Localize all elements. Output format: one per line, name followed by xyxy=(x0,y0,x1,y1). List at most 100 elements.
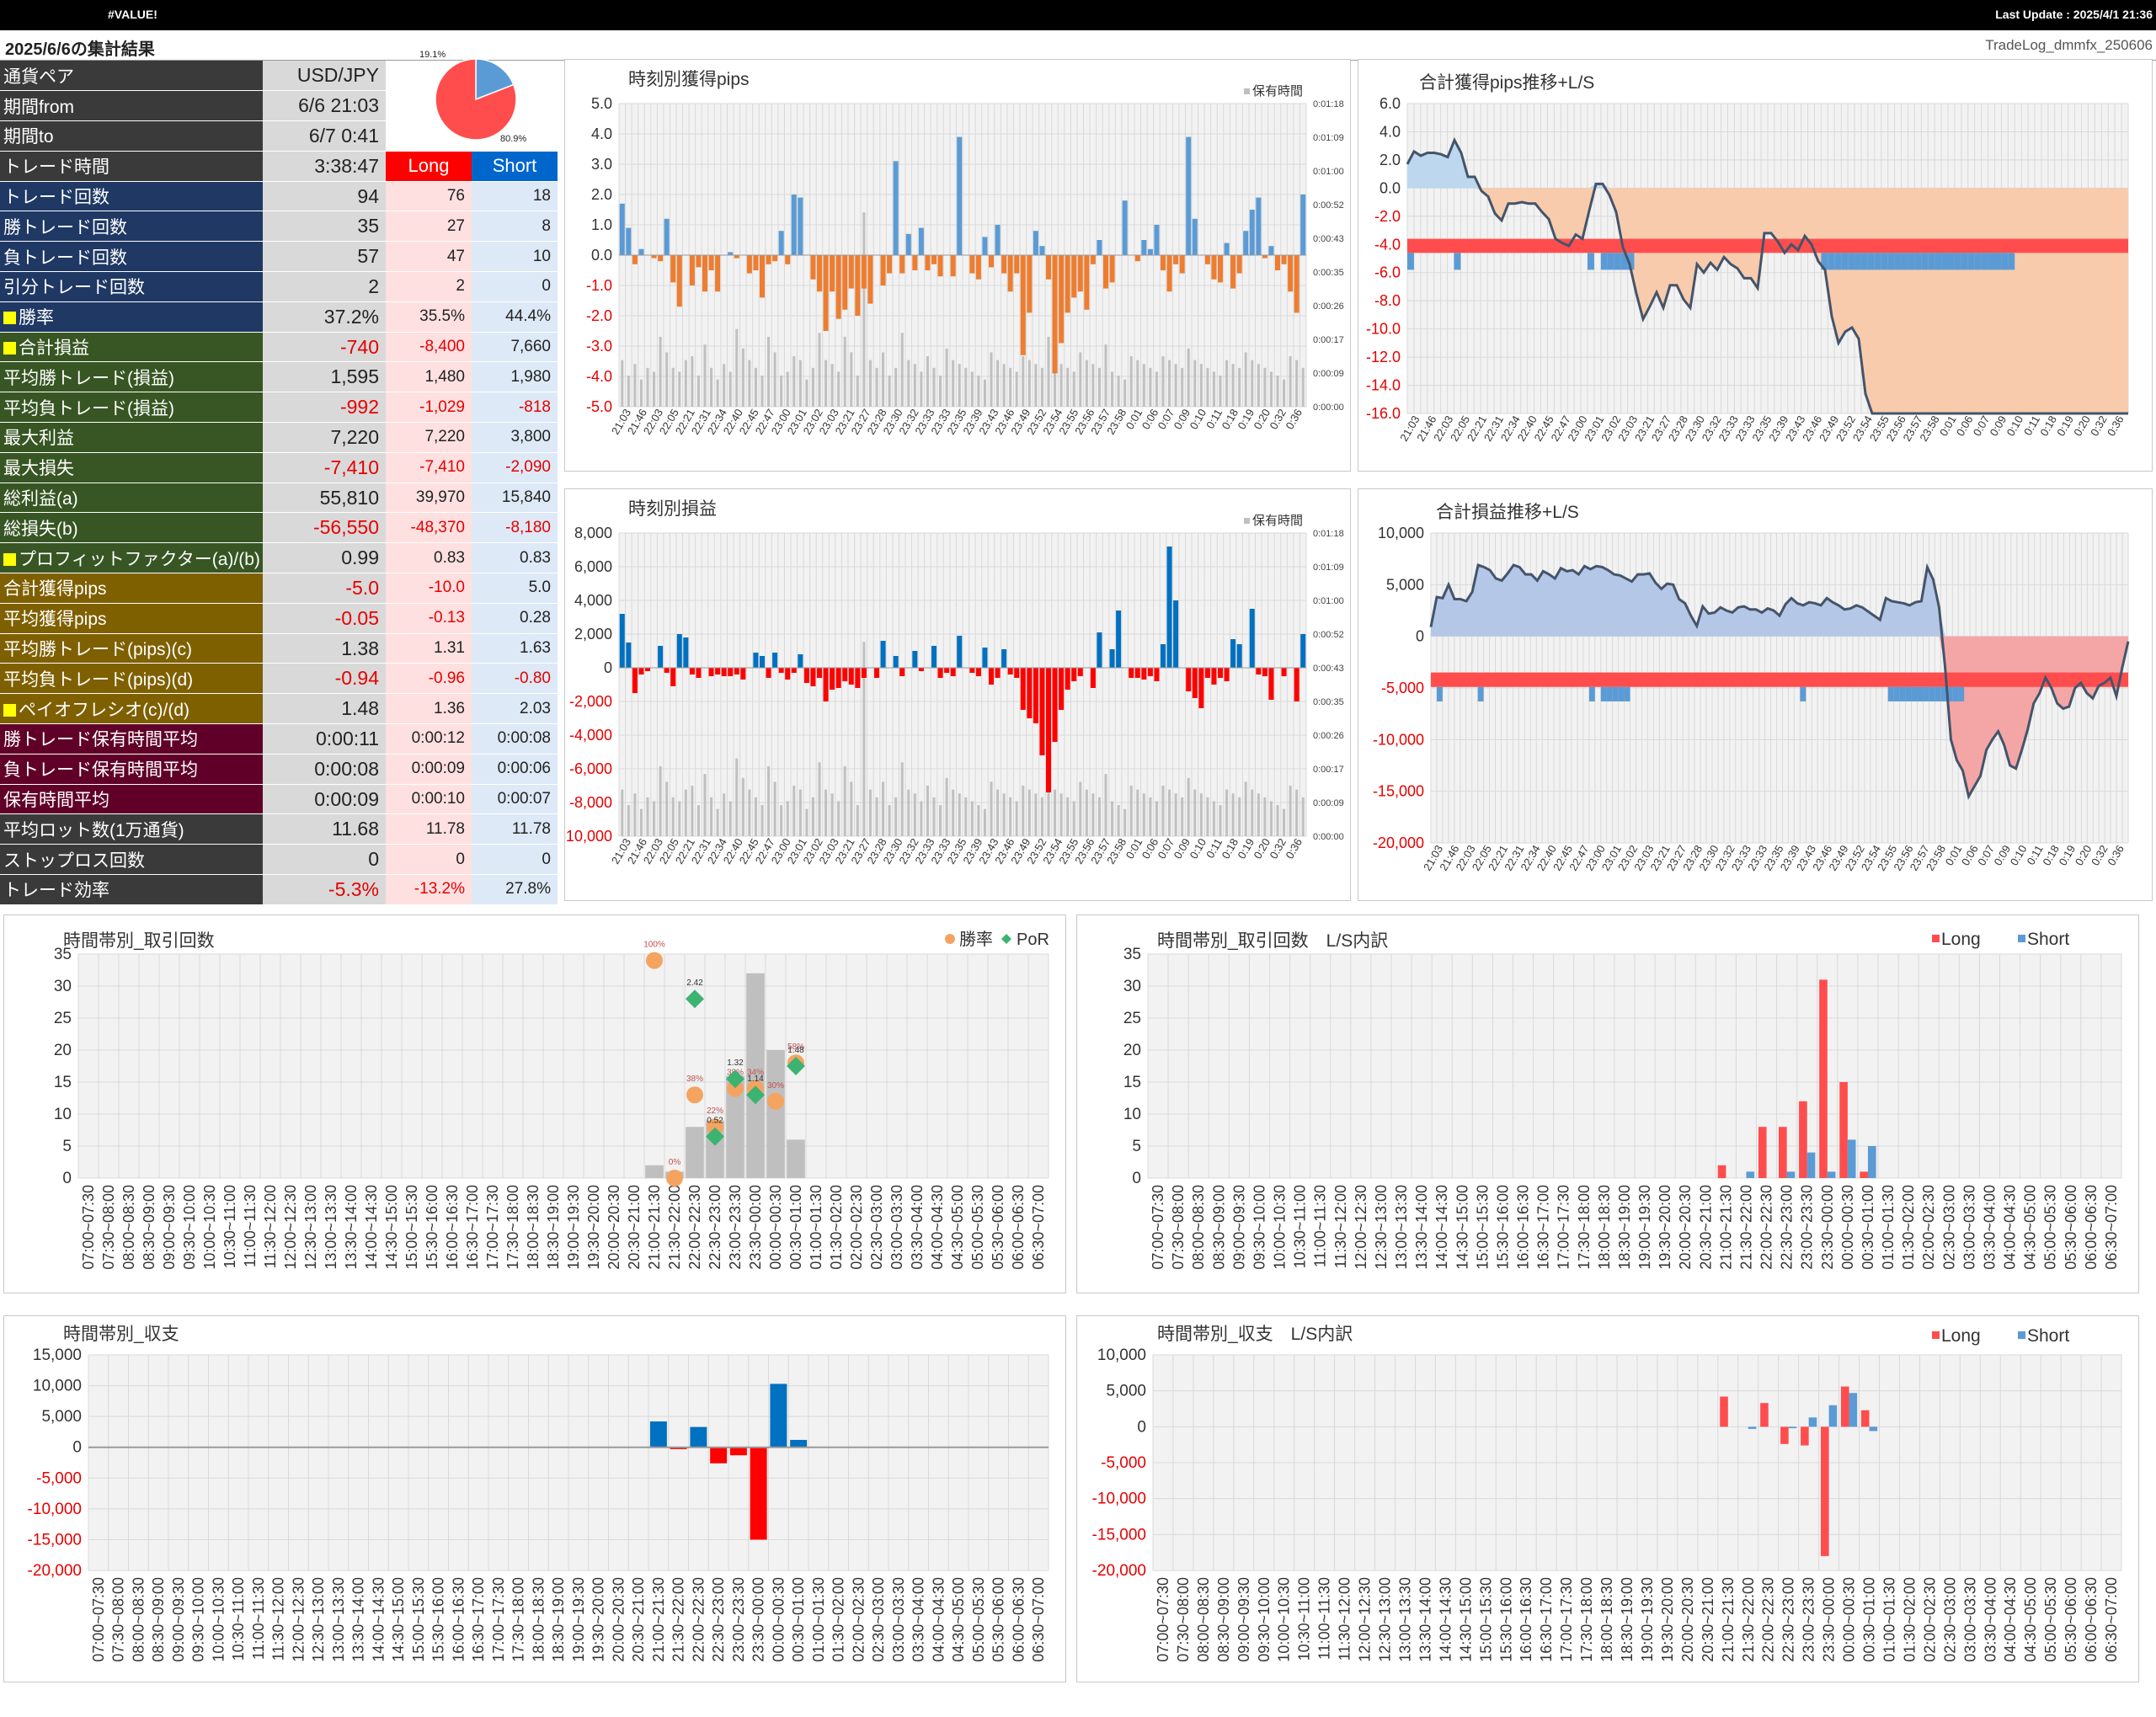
summary-value-long: 0:00:09 xyxy=(386,754,472,785)
short-band-segment xyxy=(1854,253,1861,270)
value-bar xyxy=(1001,649,1007,668)
value-bar xyxy=(683,637,689,668)
hold-bar xyxy=(875,797,878,836)
x-tick-label: 21:30~22:00 xyxy=(670,1577,687,1662)
hold-bar xyxy=(1181,367,1184,407)
hold-bar xyxy=(703,344,707,407)
por-marker xyxy=(726,1069,744,1089)
x-tick-label: 0:19 xyxy=(2054,413,2076,438)
por-label: 1.14 xyxy=(747,1074,764,1084)
value-bar xyxy=(1052,255,1058,374)
hold-bar xyxy=(792,786,796,836)
short-band-segment xyxy=(1911,686,1918,701)
summary-row: 期間to 6/7 0:41 xyxy=(0,120,558,152)
short-band-segment xyxy=(1618,686,1625,701)
summary-value-short: 3,800 xyxy=(472,422,558,453)
value-bar xyxy=(893,656,899,668)
summary-label-text: 総利益(a) xyxy=(3,489,78,509)
x-tick-label: 08:30~09:00 xyxy=(1210,1185,1227,1270)
y-tick-label: 20 xyxy=(54,1042,72,1059)
summary-row: 平均負トレード(損益) -992 -1,029 -818 xyxy=(0,392,558,424)
x-tick-label: 22:30~23:00 xyxy=(1779,1185,1796,1270)
hold-bar xyxy=(1027,789,1031,836)
summary-value-long: -13.2% xyxy=(386,874,472,905)
x-tick-label: 07:00~07:30 xyxy=(90,1577,107,1662)
count-bar xyxy=(746,973,765,1178)
hold-bar xyxy=(977,376,980,407)
hold-bar xyxy=(780,805,783,836)
y-tick-label: 6.0 xyxy=(1380,95,1401,112)
value-bar xyxy=(1249,609,1255,668)
value-bar xyxy=(1134,668,1140,678)
short-band-segment xyxy=(1477,686,1484,701)
value-bar xyxy=(1071,668,1077,681)
summary-row: 合計獲得pips -5.0 -10.0 5.0 xyxy=(0,573,558,604)
hold-bar xyxy=(1015,801,1018,836)
short-count-bar xyxy=(1746,1171,1755,1178)
x-tick-label: 20:30~21:00 xyxy=(630,1577,647,1662)
x-tick-label: 23:00~23:30 xyxy=(1799,1185,1816,1270)
x-tick-label: 0:18 xyxy=(2037,413,2059,438)
hold-bar xyxy=(728,371,732,407)
summary-label-text: 合計損益 xyxy=(19,339,89,359)
x-tick-label: 12:30~13:00 xyxy=(1377,1577,1394,1662)
x-tick-label: 02:00~02:30 xyxy=(848,1185,865,1270)
x-tick-label: 11:30~12:00 xyxy=(1337,1577,1353,1661)
count-bar xyxy=(645,1165,664,1178)
x-tick-label: 0:36 xyxy=(2105,843,2127,867)
long-count-bar xyxy=(1860,1171,1868,1178)
value-bar xyxy=(1027,668,1033,718)
x-tick-label: 13:00~13:30 xyxy=(1396,1577,1413,1662)
value-bar xyxy=(1268,246,1274,255)
summary-label: ストップロス回数 xyxy=(0,844,263,876)
value-bar xyxy=(644,668,651,671)
summary-row: 総損失(b) -56,550 -48,370 -8,180 xyxy=(0,512,558,544)
x-tick-label: 05:30~06:00 xyxy=(990,1577,1007,1662)
value-bar xyxy=(1160,255,1166,270)
x-tick-label: 04:30~05:00 xyxy=(949,1185,966,1270)
y-tick-label: -10,000 xyxy=(565,828,612,845)
y2-tick-label: 0:00:26 xyxy=(1313,731,1344,741)
summary-value-long: 76 xyxy=(386,181,472,212)
summary-label-text: 負トレード回数 xyxy=(3,248,127,268)
x-tick-label: 16:30~17:00 xyxy=(1535,1185,1552,1270)
value-bar xyxy=(861,255,867,289)
short-band-segment xyxy=(1935,253,1942,270)
y-tick-label: -10,000 xyxy=(1092,1490,1146,1508)
value-bar xyxy=(823,668,829,701)
value-bar xyxy=(1173,600,1179,668)
x-tick-label: 0:10 xyxy=(2008,843,2030,867)
legend-long-icon xyxy=(1932,1331,1940,1339)
hold-bar xyxy=(1295,360,1299,407)
x-tick-label: 01:00~01:30 xyxy=(1881,1577,1897,1662)
short-band-segment xyxy=(1967,253,1975,270)
short-band-segment xyxy=(1887,253,1895,270)
y-tick-label: -6.0 xyxy=(1374,264,1401,281)
summary-value-all: -0.94 xyxy=(263,663,386,695)
y-tick-label: 1.0 xyxy=(591,216,612,233)
x-tick-label: 0:20 xyxy=(1251,407,1273,431)
x-tick-label: 04:00~04:30 xyxy=(2002,1577,2019,1662)
y-tick-label: -15,000 xyxy=(1373,783,1424,800)
y-tick-label: -3.0 xyxy=(586,338,612,355)
pnl-bar xyxy=(770,1384,787,1448)
x-tick-label: 18:30~19:00 xyxy=(1619,1577,1636,1662)
hold-bar xyxy=(1212,371,1215,407)
value-bar xyxy=(1097,240,1102,255)
long-pnl-bar xyxy=(1801,1426,1809,1446)
value-bar xyxy=(651,255,657,259)
long-band xyxy=(1431,672,2128,687)
y2-tick-label: 0:00:00 xyxy=(1313,832,1344,842)
short-band-segment xyxy=(1607,253,1614,270)
legend-label: 保有時間 xyxy=(1252,514,1303,528)
hourly-pnl-ls-chart: 10,000 5,000 0 -5,000 -10,000 -15,000 -20,000 時… xyxy=(1076,1315,2139,1682)
legend-label: Short xyxy=(2027,930,2069,949)
x-tick-label: 08:00~08:30 xyxy=(120,1185,137,1270)
value-bar xyxy=(950,255,956,277)
y-tick-label: -5,000 xyxy=(36,1469,82,1487)
hold-bar xyxy=(1054,789,1057,836)
summary-value-all: 55,810 xyxy=(263,483,386,514)
value-bar xyxy=(728,252,734,255)
value-bar xyxy=(1281,255,1287,264)
x-tick-label: 19:00~19:30 xyxy=(570,1577,587,1662)
